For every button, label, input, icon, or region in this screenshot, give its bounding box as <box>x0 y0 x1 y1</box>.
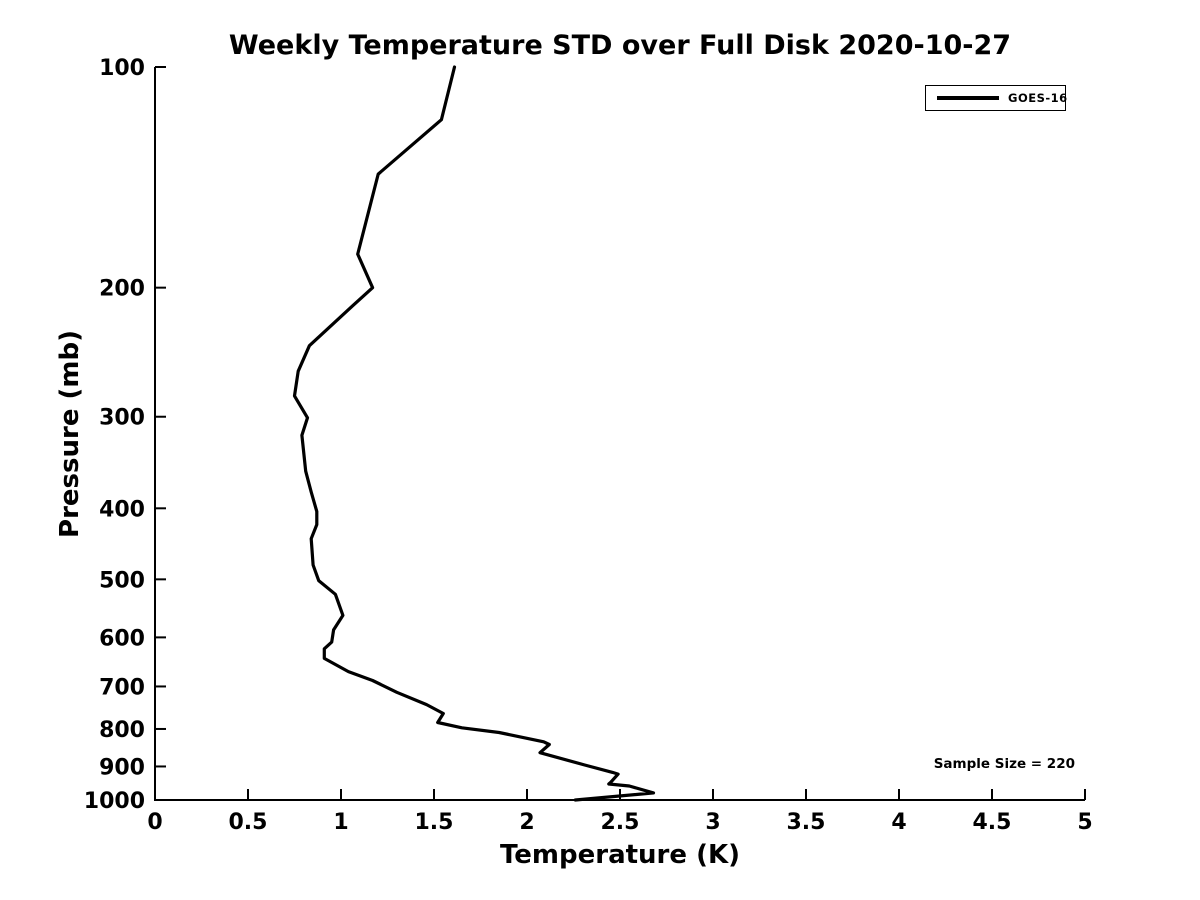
x-tick-label: 4.5 <box>973 810 1012 835</box>
y-tick-label: 500 <box>99 568 145 593</box>
y-tick-label: 400 <box>99 497 145 522</box>
x-tick-label: 2 <box>519 810 534 835</box>
x-tick-label: 1.5 <box>415 810 454 835</box>
x-tick-label: 1 <box>333 810 348 835</box>
y-tick-label: 200 <box>99 277 145 302</box>
y-tick-label: 100 <box>99 56 145 81</box>
x-tick-label: 4 <box>891 810 906 835</box>
y-tick-label: 800 <box>99 718 145 743</box>
sample-size-annotation: Sample Size = 220 <box>933 756 1075 772</box>
legend-line-sample-icon <box>937 96 999 100</box>
x-tick-label: 0 <box>147 810 162 835</box>
series-curve-goes-16 <box>292 65 656 802</box>
legend-series-label: GOES-16 <box>1008 91 1068 105</box>
chart-title: Weekly Temperature STD over Full Disk 20… <box>228 30 1012 61</box>
y-tick-label: 300 <box>99 406 145 431</box>
x-tick-label: 2.5 <box>601 810 640 835</box>
y-axis-label: Pressure (mb) <box>55 330 85 538</box>
legend: GOES-16 <box>925 85 1068 111</box>
x-tick-label: 3.5 <box>787 810 826 835</box>
y-tick-label: 1000 <box>84 789 145 814</box>
y-tick-label: 900 <box>99 755 145 780</box>
x-tick-label: 5 <box>1077 810 1092 835</box>
x-tick-label: 0.5 <box>229 810 268 835</box>
y-tick-label: 700 <box>99 675 145 700</box>
x-tick-label: 3 <box>705 810 720 835</box>
x-axis-label: Temperature (K) <box>500 840 740 870</box>
y-tick-label: 600 <box>99 626 145 651</box>
